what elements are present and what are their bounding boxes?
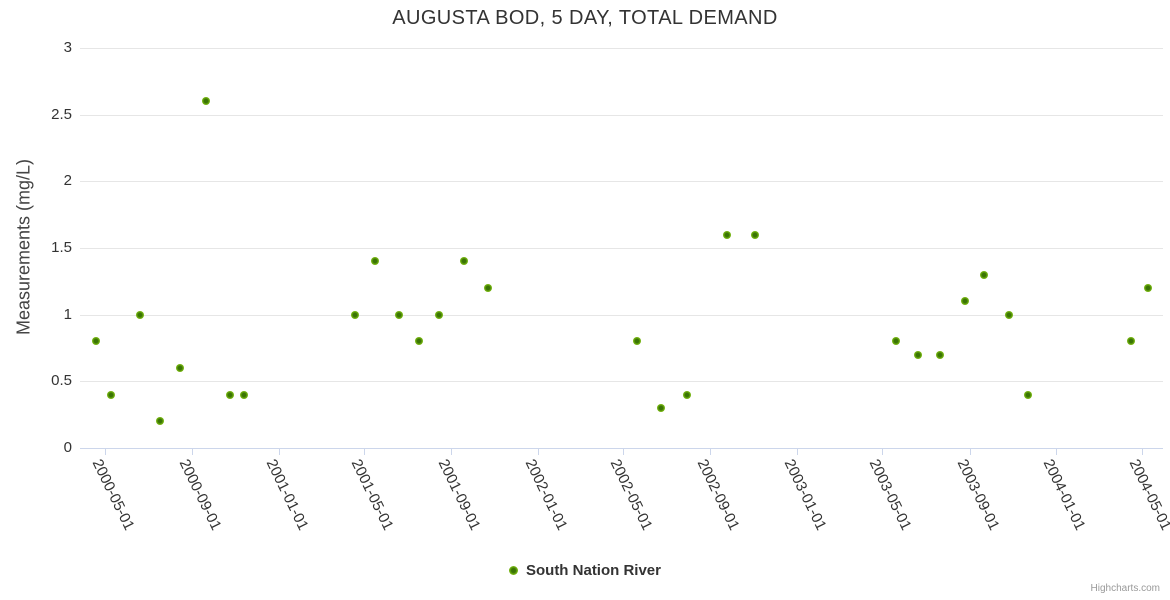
x-axis-tick [537, 448, 539, 455]
highcharts-credits-link[interactable]: Highcharts.com [1090, 583, 1160, 594]
gridline [80, 381, 1163, 383]
x-axis-tick [1056, 448, 1058, 455]
data-point[interactable] [484, 284, 493, 292]
x-axis-line [80, 448, 1163, 449]
data-point[interactable] [980, 270, 989, 279]
y-axis-label: 1 [63, 305, 72, 323]
data-point[interactable] [683, 390, 692, 399]
data-point[interactable] [633, 337, 642, 346]
data-point[interactable] [722, 230, 731, 239]
data-point[interactable] [891, 337, 900, 346]
x-axis-label: 2001-01-01 [262, 456, 312, 533]
data-point[interactable] [460, 257, 469, 266]
gridline [80, 181, 1163, 183]
x-axis-label: 2004-01-01 [1039, 456, 1089, 533]
x-axis-tick [969, 448, 971, 455]
data-point[interactable] [936, 350, 945, 359]
data-point[interactable] [240, 390, 249, 399]
x-axis-label: 2001-05-01 [347, 456, 397, 533]
y-axis-label: 2.5 [51, 105, 72, 123]
gridline [80, 48, 1163, 49]
y-axis-label: 1.5 [51, 239, 72, 256]
data-point[interactable] [136, 310, 145, 319]
x-axis-tick [105, 448, 106, 455]
data-point[interactable] [201, 97, 210, 106]
x-axis-tick [882, 448, 884, 455]
legend-item-south-nation-river[interactable]: South Nation River [508, 562, 661, 579]
data-point[interactable] [960, 297, 969, 306]
data-point[interactable] [434, 310, 443, 319]
data-point[interactable] [350, 310, 359, 319]
x-axis-label: 2003-01-01 [780, 456, 830, 533]
data-point[interactable] [91, 337, 100, 346]
legend: South Nation River [0, 562, 1170, 579]
data-point[interactable] [1144, 284, 1153, 292]
chart-title: AUGUSTA BOD, 5 DAY, TOTAL DEMAND [392, 7, 778, 29]
series-marker-icon [508, 566, 518, 575]
data-point[interactable] [414, 337, 423, 346]
x-axis-label: 2003-09-01 [953, 456, 1003, 533]
data-point[interactable] [155, 417, 164, 426]
x-axis-tick [278, 448, 280, 455]
data-point[interactable] [176, 364, 185, 372]
x-axis-label: 2001-09-01 [434, 456, 484, 533]
x-axis-tick [797, 448, 799, 455]
x-axis-tick [364, 448, 366, 455]
x-axis-label: 2004-05-01 [1125, 456, 1170, 533]
x-axis-tick [192, 448, 194, 455]
data-point[interactable] [1005, 310, 1014, 319]
data-point[interactable] [751, 230, 760, 239]
legend-label: South Nation River [525, 562, 661, 579]
x-axis-tick [710, 448, 712, 455]
x-axis-label: 2003-05-01 [865, 456, 915, 533]
y-axis-label: 0 [63, 439, 72, 456]
data-point[interactable] [914, 350, 923, 359]
data-point[interactable] [107, 390, 116, 399]
data-point[interactable] [225, 390, 234, 399]
gridline [80, 248, 1163, 249]
data-point[interactable] [1126, 337, 1135, 346]
data-point[interactable] [1024, 390, 1033, 399]
x-axis-tick [451, 448, 453, 455]
x-axis-label: 2002-01-01 [521, 456, 571, 533]
data-point[interactable] [370, 257, 379, 266]
y-axis-label: 0.5 [51, 372, 72, 390]
x-axis-tick [623, 448, 625, 455]
gridline [80, 114, 1163, 116]
y-axis-label: 2 [63, 172, 72, 190]
x-axis-label: 2002-05-01 [606, 456, 656, 533]
data-point[interactable] [394, 310, 403, 319]
x-axis-tick [1142, 448, 1144, 455]
x-axis-label: 2000-05-01 [88, 456, 138, 533]
x-axis-label: 2002-09-01 [694, 456, 743, 533]
y-axis-label: 3 [63, 39, 72, 56]
gridline [80, 314, 1163, 316]
data-point[interactable] [657, 404, 666, 412]
x-axis-label: 2000-09-01 [175, 456, 225, 533]
